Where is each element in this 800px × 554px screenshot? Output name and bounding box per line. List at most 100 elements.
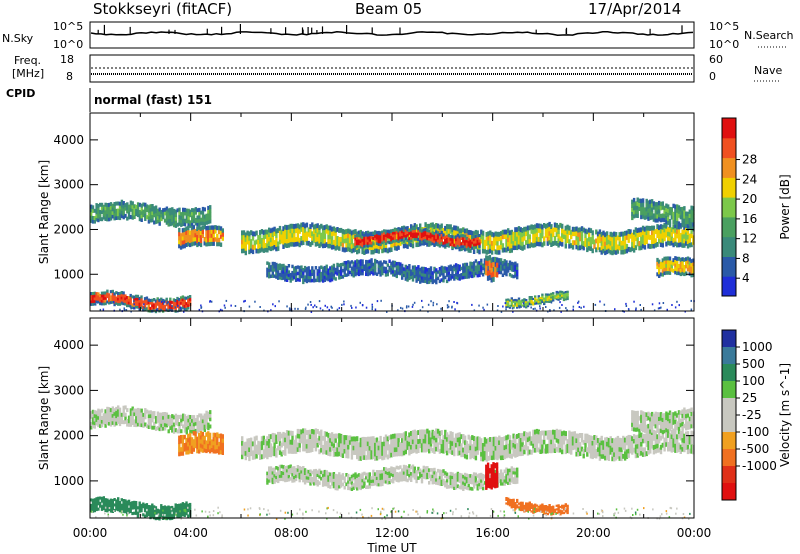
data-cell xyxy=(411,229,415,233)
data-cell xyxy=(336,451,339,457)
data-cell xyxy=(127,208,131,213)
data-cell xyxy=(530,299,533,302)
data-cell xyxy=(647,234,650,240)
data-cell xyxy=(683,210,686,215)
data-cell xyxy=(138,305,141,309)
data-cell xyxy=(133,506,136,510)
data-cell xyxy=(93,297,96,301)
data-cell xyxy=(546,236,549,242)
data-cell xyxy=(372,454,375,460)
data-cell xyxy=(320,271,323,276)
data-cell xyxy=(417,265,420,269)
data-cell xyxy=(113,300,116,304)
data-cell xyxy=(566,224,569,230)
data-cell xyxy=(683,272,686,277)
data-cell xyxy=(462,447,465,453)
data-cell xyxy=(198,229,201,234)
data-cell xyxy=(90,425,93,430)
data-cell xyxy=(185,512,188,516)
data-cell xyxy=(683,214,686,219)
data-cell xyxy=(154,302,158,306)
data-cell xyxy=(140,423,143,428)
data-cell xyxy=(365,249,368,254)
data-cell xyxy=(561,304,563,306)
data-cell xyxy=(181,502,185,506)
data-cell xyxy=(667,256,670,261)
data-cell xyxy=(548,434,551,440)
data-cell xyxy=(368,436,371,442)
data-cell xyxy=(548,439,551,444)
data-cell xyxy=(552,292,555,295)
data-cell xyxy=(241,445,244,451)
data-cell xyxy=(579,442,582,447)
data-cell xyxy=(323,440,327,446)
data-cell xyxy=(372,436,375,442)
data-cell xyxy=(631,241,634,247)
data-cell xyxy=(296,433,300,439)
data-cell xyxy=(548,299,551,302)
data-cell xyxy=(510,300,513,304)
data-cell xyxy=(582,227,585,233)
data-cell xyxy=(460,452,463,458)
data-cell xyxy=(577,241,580,246)
data-cell xyxy=(526,243,530,249)
data-cell xyxy=(120,299,123,303)
data-cell xyxy=(244,241,247,247)
data-cell xyxy=(525,231,528,237)
data-cell xyxy=(636,228,639,233)
data-cell xyxy=(643,207,647,212)
data-cell xyxy=(169,506,172,510)
data-cell xyxy=(570,436,573,442)
data-cell xyxy=(207,426,210,431)
data-cell xyxy=(661,269,664,274)
data-cell xyxy=(428,271,431,275)
data-cell xyxy=(408,232,411,238)
data-cell xyxy=(641,230,645,236)
data-cell xyxy=(589,237,593,242)
data-cell xyxy=(618,451,621,457)
data-cell xyxy=(659,228,663,234)
data-cell xyxy=(454,225,458,231)
data-cell xyxy=(100,423,104,428)
data-cell xyxy=(496,450,499,456)
data-cell xyxy=(140,207,143,212)
data-cell xyxy=(659,201,663,207)
data-cell xyxy=(480,238,483,244)
data-cell xyxy=(568,448,571,454)
data-cell xyxy=(158,306,161,310)
data-cell xyxy=(149,218,152,223)
data-cell xyxy=(143,307,147,311)
data-cell xyxy=(259,450,262,456)
data-cell xyxy=(272,303,274,306)
data-cell xyxy=(122,211,125,216)
data-cell xyxy=(411,278,415,282)
data-cell xyxy=(543,302,546,306)
data-cell xyxy=(126,408,129,413)
data-cell xyxy=(90,411,93,416)
data-cell xyxy=(324,304,326,307)
data-cell xyxy=(519,446,522,452)
data-cell xyxy=(264,448,267,454)
data-cell xyxy=(368,235,371,239)
data-cell xyxy=(390,452,393,458)
data-cell xyxy=(302,432,305,438)
data-cell xyxy=(435,428,438,434)
data-cell xyxy=(330,244,334,250)
data-cell xyxy=(490,245,494,251)
data-cell xyxy=(375,248,379,254)
data-cell xyxy=(390,264,393,269)
data-cell xyxy=(381,455,384,461)
data-cell xyxy=(143,299,147,303)
data-cell xyxy=(514,298,517,302)
data-cell xyxy=(303,223,307,229)
data-cell xyxy=(552,447,555,453)
data-cell xyxy=(557,291,560,294)
data-cell xyxy=(428,241,431,247)
data-cell xyxy=(570,243,573,249)
data-cell xyxy=(179,306,181,309)
data-cell xyxy=(462,275,465,280)
data-cell xyxy=(354,229,357,234)
data-cell xyxy=(472,264,476,268)
data-cell xyxy=(386,269,389,274)
data-cell xyxy=(169,222,172,227)
